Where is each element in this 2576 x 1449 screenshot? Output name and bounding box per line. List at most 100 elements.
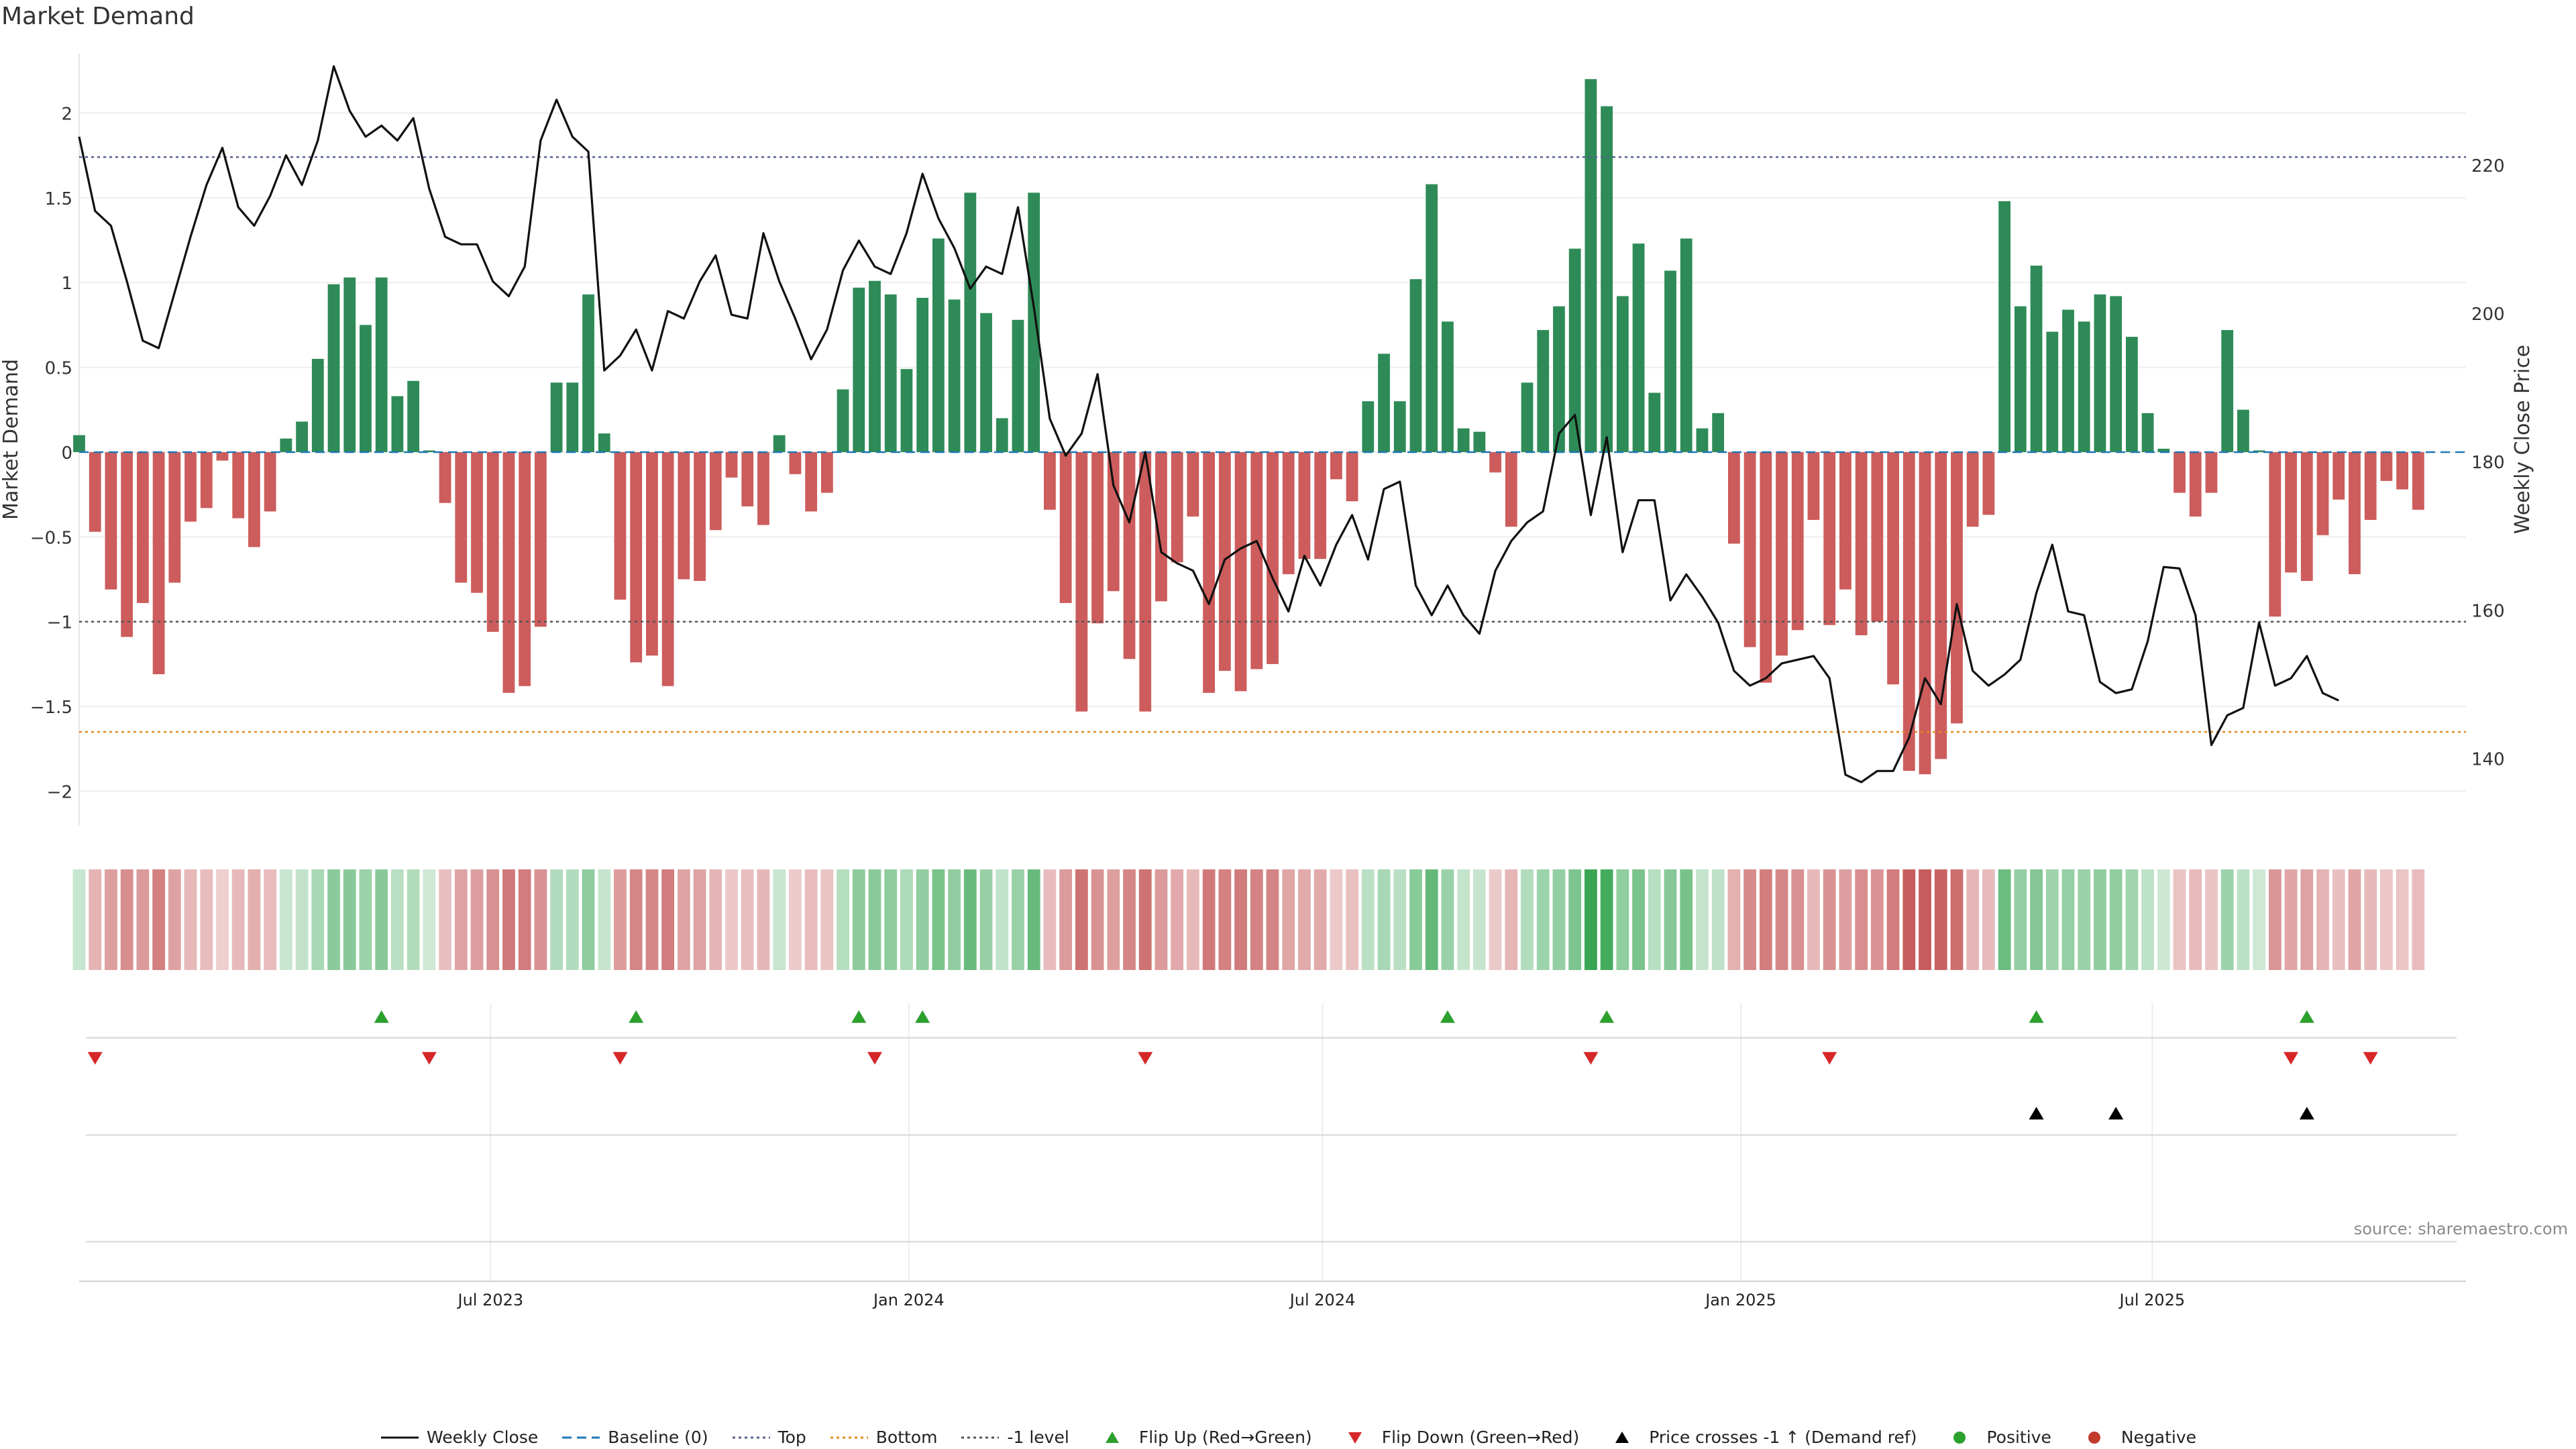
demand-bar-positive <box>1696 428 1709 452</box>
heat-cell <box>1123 869 1136 970</box>
heat-cell <box>1250 869 1263 970</box>
y2-axis-label: Weekly Close Price <box>2511 345 2534 534</box>
legend-item: Bottom <box>829 1428 937 1447</box>
heat-cell <box>2078 869 2091 970</box>
demand-bar-negative <box>1489 451 1501 473</box>
demand-bar-negative <box>2300 451 2313 582</box>
legend-symbol <box>1615 1431 1629 1443</box>
legend-symbol <box>562 1436 600 1438</box>
heat-cell <box>1171 869 1184 970</box>
y-tick-label: −2 <box>47 782 72 802</box>
legend-symbol <box>1953 1431 1966 1444</box>
demand-bar-negative <box>1171 451 1183 563</box>
demand-bar-negative <box>1187 451 1199 517</box>
legend: Weekly Close Baseline (0) Top Bottom -1 leve… <box>0 1428 2576 1447</box>
heat-cell <box>2094 869 2106 970</box>
y2-tick-label: 220 <box>2471 156 2505 176</box>
heat-cell <box>2300 869 2314 970</box>
heat-cell <box>216 869 229 970</box>
demand-bar-positive <box>932 238 945 452</box>
flip-up-marker <box>851 1010 867 1023</box>
x-tick-label: Jan 2025 <box>1704 1291 1776 1309</box>
heat-cell <box>2189 869 2202 970</box>
heat-cell <box>1950 869 1964 970</box>
demand-bar-negative <box>741 451 754 506</box>
demand-bar-negative <box>105 451 117 590</box>
heat-cell <box>645 869 659 970</box>
demand-bar-negative <box>2349 451 2361 574</box>
demand-bar-positive <box>996 418 1008 452</box>
heat-cell <box>534 869 547 970</box>
legend-label: -1 level <box>1007 1428 1069 1447</box>
demand-bar-positive <box>1457 428 1470 452</box>
heat-cell <box>264 869 277 970</box>
legend-label: Positive <box>1986 1428 2051 1447</box>
price-cross-marker <box>2108 1107 2124 1120</box>
demand-bar-positive <box>1585 78 1597 452</box>
demand-bar-negative <box>1123 451 1136 659</box>
heat-cell <box>136 869 150 970</box>
heat-cell <box>2157 869 2170 970</box>
y2-tick-label: 200 <box>2471 305 2505 325</box>
demand-bar-negative <box>1791 451 1804 631</box>
heat-cell <box>2412 869 2425 970</box>
heat-cell <box>2332 869 2345 970</box>
demand-bar-positive <box>1553 306 1565 452</box>
demand-bar-negative <box>248 451 260 547</box>
x-tick-label: Jul 2025 <box>2118 1291 2186 1309</box>
heat-cell <box>1775 869 1788 970</box>
demand-bar-negative <box>1743 451 1756 647</box>
legend-symbol <box>961 1436 1000 1438</box>
y-tick-label: −1.5 <box>30 698 72 718</box>
demand-bar-negative <box>1203 451 1216 693</box>
x-tick-label: Jan 2024 <box>872 1291 945 1309</box>
heat-cell <box>1075 869 1088 970</box>
demand-bar-positive <box>1362 401 1375 452</box>
demand-bar-negative <box>1760 451 1772 683</box>
legend-label: Baseline (0) <box>608 1428 708 1447</box>
demand-bar-positive <box>1616 296 1629 452</box>
price-cross-marker <box>2299 1107 2314 1120</box>
demand-bar-negative <box>1250 451 1263 669</box>
legend-label: Price crosses -1 ↑ (Demand ref) <box>1649 1428 1917 1447</box>
demand-bar-negative <box>1807 451 1820 521</box>
demand-bar-negative <box>1155 451 1167 602</box>
heat-cell <box>1027 869 1040 970</box>
heat-cell <box>1472 869 1486 970</box>
heat-cell <box>789 869 802 970</box>
heat-cell <box>2125 869 2139 970</box>
legend-label: Flip Up (Red→Green) <box>1138 1428 1312 1447</box>
demand-bar-negative <box>1234 451 1247 692</box>
demand-bar-positive <box>980 313 992 452</box>
heat-cell <box>629 869 643 970</box>
demand-bar-positive <box>964 193 977 452</box>
y-tick-label: 0.5 <box>45 359 72 379</box>
heat-cell <box>1155 869 1168 970</box>
heat-cell <box>932 869 945 970</box>
heat-cell <box>1441 869 1454 970</box>
heat-cell <box>1886 869 1900 970</box>
flip-up-marker <box>2299 1010 2314 1023</box>
demand-bar-positive <box>2014 306 2027 452</box>
heat-cell <box>693 869 706 970</box>
demand-bar-negative <box>2316 451 2329 535</box>
y-axis-label: Market Demand <box>0 359 23 520</box>
demand-bar-negative <box>2364 451 2377 521</box>
heat-cell <box>1568 869 1582 970</box>
demand-bar-negative <box>820 451 833 493</box>
heat-cell <box>614 869 627 970</box>
demand-bar-negative <box>216 451 229 461</box>
demand-bar-positive <box>1680 238 1693 452</box>
flip-down-marker <box>1822 1052 1837 1065</box>
demand-bar-negative <box>1982 451 1995 515</box>
heat-cell <box>1727 869 1741 970</box>
demand-bar-positive <box>311 358 324 452</box>
legend-item: -1 level <box>960 1428 1069 1447</box>
demand-bar-negative <box>232 451 245 519</box>
heat-cell <box>1966 869 1980 970</box>
heat-cell <box>2364 869 2377 970</box>
demand-bar-positive <box>2221 329 2234 452</box>
heat-cell <box>1823 869 1836 970</box>
heat-cell <box>1807 869 1820 970</box>
